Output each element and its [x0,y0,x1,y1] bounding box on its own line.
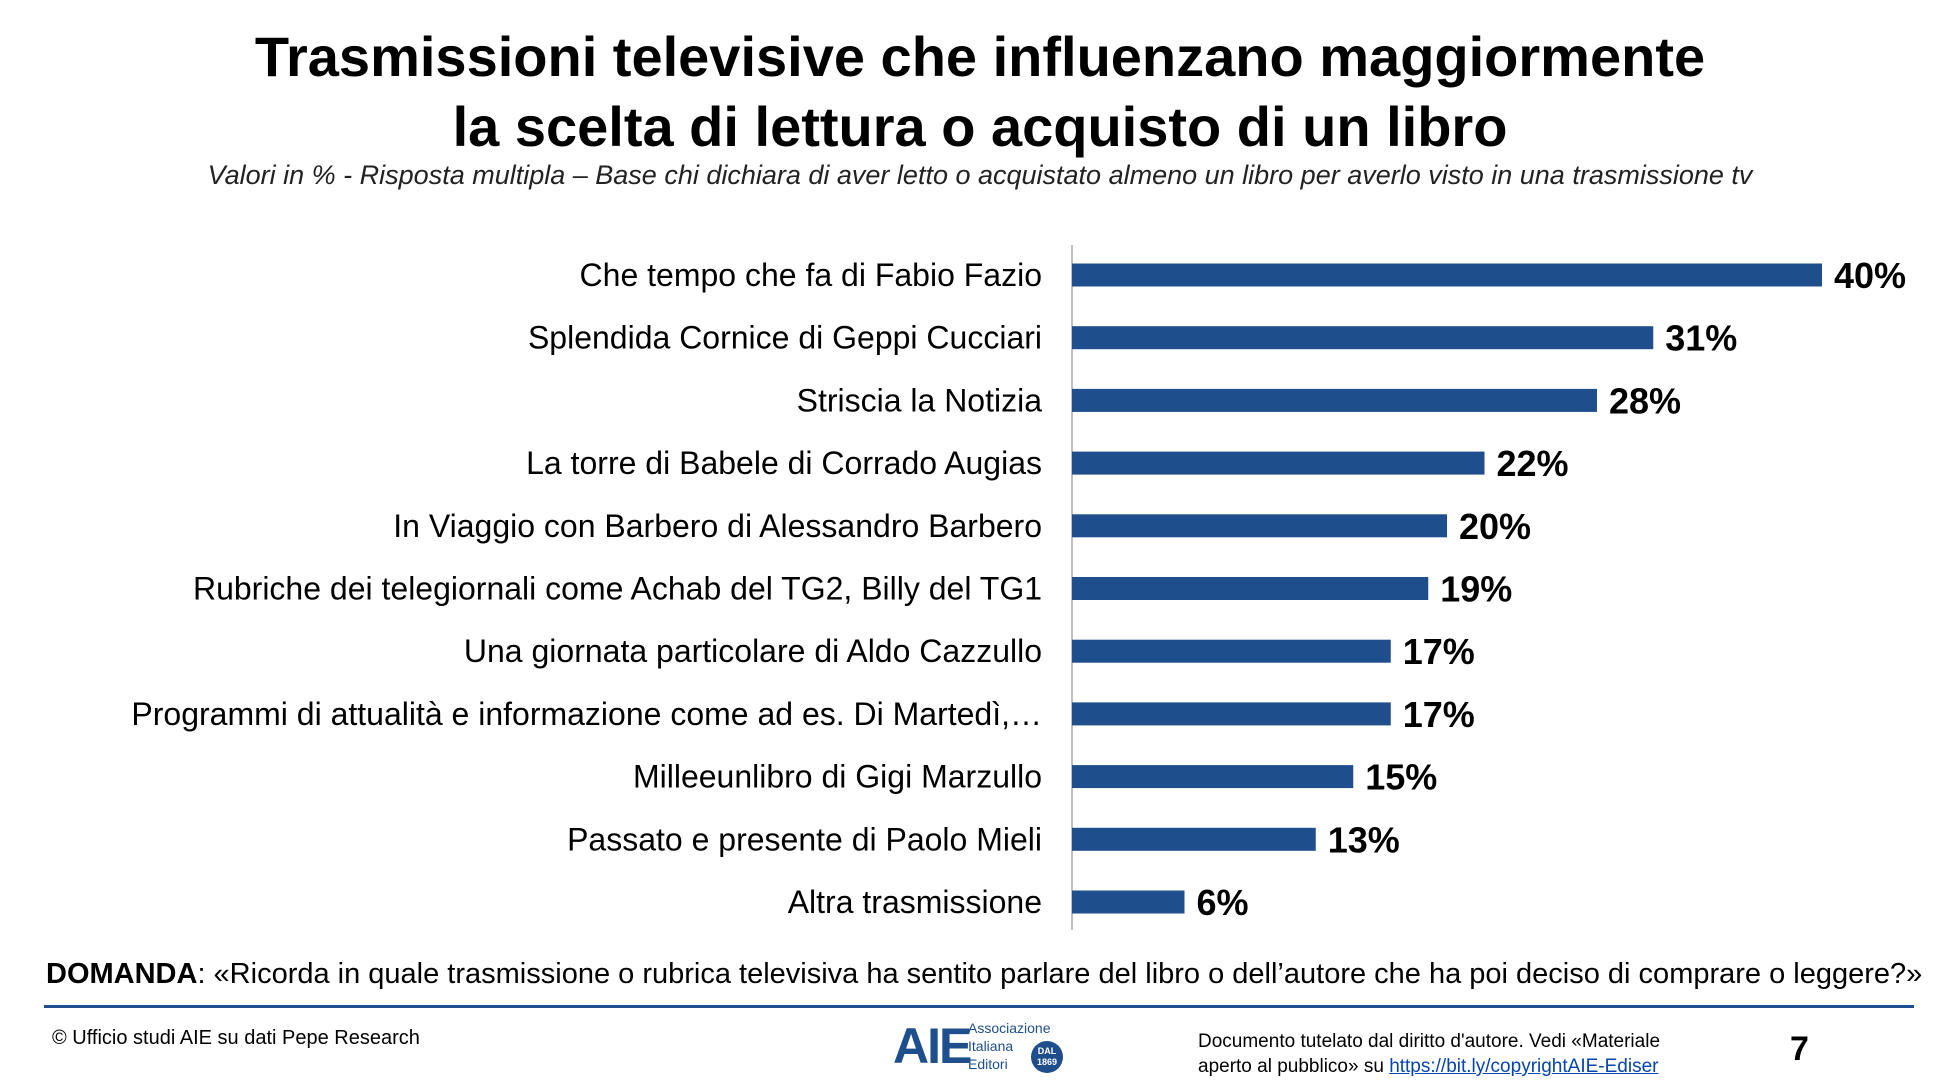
value-label: 6% [1197,882,1249,923]
bar [1072,827,1316,851]
copyright-link[interactable]: https://bit.ly/copyrightAIE-Ediser [1389,1056,1659,1077]
category-label: Che tempo che fa di Fabio Fazio [580,257,1042,293]
bar [1072,326,1654,350]
page-number: 7 [1790,1030,1809,1068]
value-label: 20% [1459,506,1531,547]
copyright-line-1: Documento tutelato dal diritto d'autore.… [1198,1031,1661,1052]
category-label: La torre di Babele di Corrado Augias [526,445,1042,481]
logo-badge-line-1: DAL [1037,1046,1057,1056]
category-label: Una giornata particolare di Aldo Cazzull… [464,633,1042,669]
bar [1072,890,1185,914]
value-label: 15% [1365,757,1437,798]
copyright-note: Documento tutelato dal diritto d'autore.… [1198,1029,1718,1079]
logo-badge: DAL 1869 [1031,1041,1063,1073]
bar [1072,702,1391,726]
category-label: Passato e presente di Paolo Mieli [567,821,1042,857]
value-label: 40% [1834,255,1906,296]
logo-text: Associazione Italiana Editori [968,1019,1051,1073]
bar [1072,514,1447,538]
value-label: 17% [1403,631,1475,672]
value-label: 28% [1609,380,1681,421]
bar [1072,263,1822,287]
chart-subtitle: Valori in % - Risposta multipla – Base c… [207,160,1753,190]
source-note: © Ufficio studi AIE su dati Pepe Researc… [52,1027,420,1049]
value-label: 13% [1328,819,1400,860]
bar [1072,577,1429,600]
category-label: Striscia la Notizia [797,382,1043,418]
question-label: DOMANDA [46,958,198,990]
question-body: : «Ricorda in quale trasmissione o rubri… [197,958,1923,990]
logo-line-1: Associazione [968,1020,1051,1036]
bar [1072,388,1597,412]
value-label: 31% [1665,318,1737,359]
value-label: 19% [1440,569,1512,610]
logo-line-3: Editori [968,1056,1008,1072]
title-line-2: la scelta di lettura o acquisto di un li… [452,95,1508,158]
category-label: Rubriche dei telegiornali come Achab del… [193,571,1042,607]
bar [1072,451,1485,475]
bar-chart: Che tempo che fa di Fabio Fazio 40% Splend… [131,245,1906,930]
category-label: Programmi di attualità e informazione co… [131,696,1042,732]
copyright-line-2: aperto al pubblico» su [1198,1056,1390,1077]
value-label: 17% [1403,694,1475,735]
logo-badge-line-2: 1869 [1036,1057,1058,1067]
chart-title: Trasmissioni televisive che influenzano … [0,22,1934,162]
category-label: Splendida Cornice di Geppi Cucciari [528,320,1042,356]
logo-line-2: Italiana [968,1038,1014,1054]
category-label: Milleeunlibro di Gigi Marzullo [633,759,1042,795]
category-label: Altra trasmissione [788,884,1042,920]
bars-group: Che tempo che fa di Fabio Fazio 40% Splend… [131,255,1906,923]
bar [1072,765,1354,789]
aie-logo: AIE Associazione Italiana Editori DAL 18… [893,1017,1078,1077]
logo-mark: AIE [893,1018,972,1074]
bar [1072,639,1391,663]
title-line-1: Trasmissioni televisive che influenzano … [254,25,1706,88]
question-text: DOMANDA: «Ricorda in quale trasmissione … [46,958,1922,991]
footer-divider [44,1005,1914,1008]
category-label: In Viaggio con Barbero di Alessandro Bar… [393,508,1042,544]
value-label: 22% [1497,443,1569,484]
